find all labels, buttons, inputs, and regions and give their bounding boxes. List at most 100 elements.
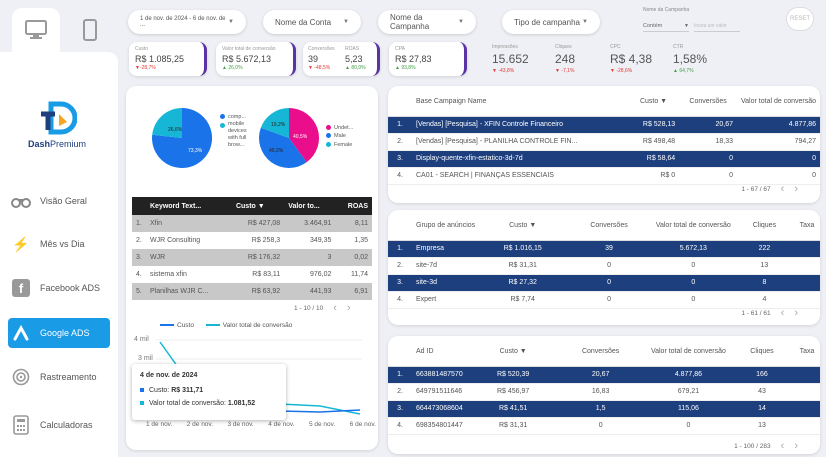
table-row[interactable]: 4. Expert R$ 7,74 0 0 4 [388, 291, 820, 309]
kpi-cliques: Cliques 248 ▼ -7,1% [555, 44, 575, 74]
nav-label: Visão Geral [40, 196, 87, 206]
chevron-left-icon[interactable]: ‹ [780, 183, 785, 195]
col-ad-id[interactable]: Ad ID [412, 338, 472, 367]
kpi-value: 1,58% [673, 52, 708, 66]
col-custo[interactable]: Custo ▼ [231, 197, 285, 215]
chevron-right-icon[interactable]: › [794, 307, 798, 319]
col-keyword[interactable]: Keyword Text... [146, 197, 232, 215]
pie-slice-computers [152, 108, 212, 168]
nav-visao-geral[interactable]: Visão Geral [8, 186, 110, 216]
reset-button[interactable]: RESET [786, 7, 814, 31]
nav-google-ads[interactable]: Google ADS [8, 318, 110, 348]
legend-item: Valor total de conversão [205, 322, 292, 329]
kpi-value: R$ 5.672,13 [222, 54, 272, 64]
nav-calculadoras[interactable]: Calculadoras [8, 410, 110, 440]
kpi-value: 248 [555, 52, 576, 66]
col-conversoes[interactable]: Conversões [554, 338, 647, 367]
col-cliques[interactable]: Cliques [729, 338, 794, 367]
kpi-conversoes-roas: Conversões 39 ▼ -48,5% ROAS 5,23 ▲ 80,9% [303, 42, 380, 76]
table-row[interactable]: 3. Display-quente-xfin-estatico-3d-7d R$ 5… [388, 150, 820, 168]
gender-pie-legend: Undet... Male Female [326, 124, 353, 149]
x-tick: 6 de nov. [349, 421, 376, 428]
contains-select[interactable]: Contém ▼ [643, 20, 689, 32]
chevron-left-icon[interactable]: ‹ [780, 440, 785, 452]
table-row[interactable]: 1. [Vendas] [Pesquisa] - XFIN Controle Fi… [388, 116, 820, 134]
kpi-value: 39 [308, 54, 319, 64]
table-row[interactable]: 1. Xfin R$ 427,08 3.464,91 8,11 [132, 215, 372, 232]
col-taxa[interactable]: Taxa [794, 338, 820, 367]
col-grupo[interactable]: Grupo de anúncios [412, 212, 480, 241]
campaign-table-card: Base Campaign Name Custo ▼ Conversões Va… [388, 86, 820, 203]
chevron-down-icon: ▼ [228, 19, 234, 25]
pie-slice-female [260, 108, 289, 138]
keyword-pager: 1 - 10 / 10 ‹ › [294, 302, 351, 314]
nav-facebook-ads[interactable]: f Facebook ADS [8, 273, 110, 303]
col-valor-total[interactable]: Valor total de conversão [737, 88, 820, 117]
chevron-right-icon[interactable]: › [794, 183, 798, 195]
col-valor[interactable]: Valor to... [284, 197, 336, 215]
keyword-table: Keyword Text... Custo ▼ Valor to... ROAS… [132, 197, 372, 300]
brand-name-light: Premium [50, 139, 87, 149]
table-row[interactable]: 4. CA01 - SEARCH | FINANÇAS ESSENCIAIS R$ … [388, 167, 820, 185]
nav-label: Facebook ADS [40, 283, 101, 293]
account-filter[interactable]: Nome da Conta ▼ [263, 10, 361, 34]
ads-pager: 1 - 100 / 283 ‹ › [734, 440, 798, 452]
col-campaign-name[interactable]: Base Campaign Name [412, 88, 628, 117]
legend-item: Undet... [326, 124, 353, 132]
left-panel: 26,6% 73,3% comp... mobile devices with … [126, 86, 378, 450]
table-row[interactable]: 1. Empresa R$ 1.016,15 39 5.672,13 222 [388, 240, 820, 258]
col-valor-total[interactable]: Valor total de conversão [646, 338, 730, 367]
mobile-view-tab[interactable] [66, 8, 114, 52]
campaign-filter[interactable]: Nome da Campanha ▼ [378, 10, 476, 34]
nav-mes-vs-dia[interactable]: ⚡ Mês vs Dia [8, 229, 110, 259]
pie-label: 40,2% [269, 148, 284, 154]
table-row[interactable]: 5. Planilhas WJR C... R$ 63,92 441,93 6,91 [132, 283, 372, 300]
pie-slice-male [259, 127, 307, 168]
col-custo[interactable]: Custo ▼ [479, 212, 567, 241]
table-row[interactable]: 2. [Vendas] [Pesquisa] - PLANILHA CONTROL… [388, 133, 820, 151]
col-conversoes[interactable]: Conversões [566, 212, 652, 241]
nav-label: Calculadoras [40, 420, 93, 430]
table-row[interactable]: 4. 698354801447 R$ 31,31 0 0 13 [388, 417, 820, 435]
y-tick: 3 mil [138, 355, 153, 362]
col-valor-total[interactable]: Valor total de conversão [651, 212, 735, 241]
chevron-right-icon[interactable]: › [794, 440, 798, 452]
nav-label: Rastreamento [40, 372, 97, 382]
table-header: Grupo de anúncios Custo ▼ Conversões Val… [388, 212, 820, 241]
col-roas[interactable]: ROAS [335, 197, 372, 215]
date-range-filter[interactable]: 1 de nov. de 2024 - 6 de nov. de ... ▼ [128, 10, 246, 34]
x-tick: 1 de nov. [146, 421, 173, 428]
table-header: Base Campaign Name Custo ▼ Conversões Va… [388, 88, 820, 117]
device-pie-legend: comp... mobile devices with full brow... [220, 114, 254, 148]
chevron-right-icon[interactable]: › [346, 302, 351, 314]
table-row[interactable]: 1. 663881487570 R$ 520,39 20,67 4.877,86 166 [388, 366, 820, 384]
kpi-delta: ▼ -48,5% [308, 65, 331, 71]
campaign-pager: 1 - 67 / 67 ‹ › [741, 183, 798, 195]
x-tick: 2 de nov. [186, 421, 213, 428]
desktop-view-tab[interactable] [12, 8, 60, 52]
legend-item: Male [326, 132, 353, 140]
chevron-left-icon[interactable]: ‹ [333, 302, 337, 314]
table-row[interactable]: 3. 664473068604 R$ 41,51 1,5 115,06 14 [388, 400, 820, 418]
y-tick: 4 mil [134, 336, 149, 343]
col-conversoes[interactable]: Conversões [679, 88, 738, 117]
table-row[interactable]: 2. 649791511646 R$ 456,97 16,83 679,21 43 [388, 383, 820, 401]
table-row[interactable]: 2. WJR Consulting R$ 258,3 349,35 1,35 [136, 237, 368, 244]
col-taxa[interactable]: Taxa [794, 212, 820, 241]
table-header: Ad ID Custo ▼ Conversões Valor total de … [388, 338, 820, 367]
table-row[interactable]: 2. site-7d R$ 31,31 0 0 13 [388, 257, 820, 275]
date-range-value: 1 de nov. de 2024 - 6 de nov. de ... [140, 16, 226, 28]
campaign-value-input[interactable]: Insira um valor [694, 20, 740, 32]
chevron-left-icon[interactable]: ‹ [780, 307, 785, 319]
table-row[interactable]: 4. sistema xfin R$ 83,11 976,02 11,74 [136, 271, 368, 278]
kpi-label: Cliques [555, 44, 572, 50]
col-cliques[interactable]: Cliques [734, 212, 794, 241]
table-row[interactable]: 3. WJR R$ 176,32 3 0,02 [132, 249, 372, 266]
table-row[interactable]: 3. site-3d R$ 27,32 0 0 8 [388, 274, 820, 292]
col-custo[interactable]: Custo ▼ [627, 88, 680, 117]
device-pie-chart: 26,6% 73,3% [152, 108, 212, 168]
col-custo[interactable]: Custo ▼ [472, 338, 555, 367]
gender-pie-chart: 19,2% 40,5% 40,2% [259, 108, 319, 168]
campaign-type-filter[interactable]: Tipo de campanha ▼ [502, 10, 600, 34]
nav-rastreamento[interactable]: Rastreamento [8, 362, 110, 392]
